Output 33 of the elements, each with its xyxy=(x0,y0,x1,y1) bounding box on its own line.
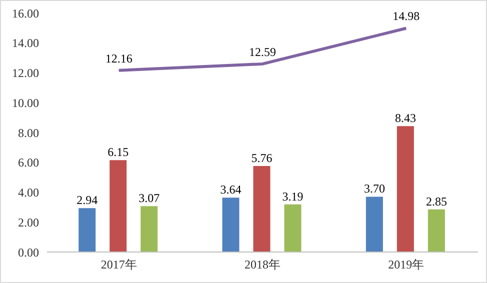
bar xyxy=(222,198,240,252)
data-label: 12.16 xyxy=(105,51,132,66)
y-tick-label: 8.00 xyxy=(18,126,39,140)
data-label: 8.43 xyxy=(394,111,416,126)
data-label: 3.07 xyxy=(138,191,160,206)
bar xyxy=(428,209,445,252)
data-label: 6.15 xyxy=(108,145,129,160)
bar xyxy=(78,208,96,252)
data-label: 2.85 xyxy=(426,194,447,208)
data-label: 12.59 xyxy=(249,44,276,59)
x-tick-label: 2018年 xyxy=(244,258,280,272)
bar xyxy=(253,166,270,252)
y-tick-label: 12.00 xyxy=(12,66,39,80)
y-tick-label: 16.00 xyxy=(12,6,39,20)
y-tick-label: 2.00 xyxy=(18,215,39,230)
y-tick-label: 0.00 xyxy=(18,245,39,260)
x-tick-label: 2017年 xyxy=(100,258,137,272)
data-label: 14.98 xyxy=(392,9,420,24)
data-label: 3.19 xyxy=(282,189,304,204)
bar xyxy=(140,206,158,252)
y-tick-label: 14.00 xyxy=(12,36,39,50)
data-label: 3.64 xyxy=(220,182,242,197)
data-label: 3.70 xyxy=(364,182,385,196)
y-tick-label: 10.00 xyxy=(12,96,39,110)
bar xyxy=(366,196,383,252)
bar xyxy=(110,160,127,252)
data-label: 2.94 xyxy=(76,193,98,208)
bar xyxy=(284,204,302,252)
bar xyxy=(396,126,414,252)
y-tick-label: 6.00 xyxy=(18,156,39,170)
x-tick-label: 2019年 xyxy=(388,258,424,272)
y-tick-label: 4.00 xyxy=(18,186,39,200)
data-label: 5.76 xyxy=(251,150,272,165)
